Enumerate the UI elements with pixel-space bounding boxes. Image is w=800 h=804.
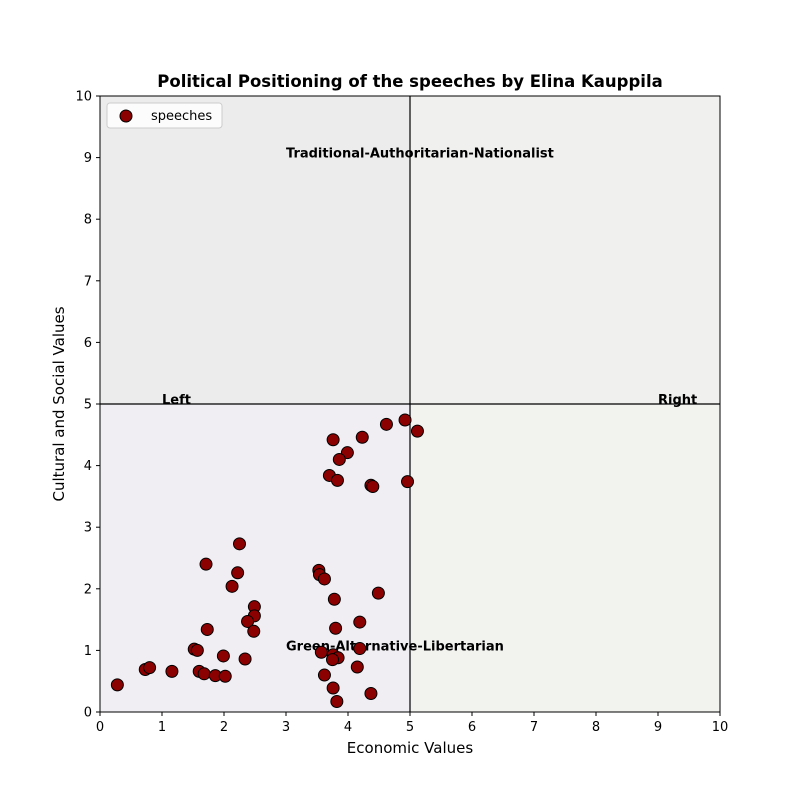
data-point [200,622,214,636]
y-tick-label: 2 [84,582,92,597]
plot-frame [99,95,721,713]
data-point [329,621,343,635]
x-tick-label: 10 [712,720,729,735]
data-point [410,424,424,438]
data-point [326,653,339,667]
data-point [398,413,412,427]
y-tick-label: 8 [84,213,92,228]
x-tick-label: 2 [220,720,228,735]
data-point [364,687,378,701]
data-point [332,452,346,466]
data-point [326,681,340,695]
y-tick-label: 3 [84,521,92,536]
x-tick-label: 6 [468,720,476,735]
x-tick-label: 9 [654,720,662,735]
data-point [241,614,255,628]
y-tick-label: 10 [75,90,92,105]
quadrant-annotations: Traditional-Authoritarian-Nationalist Lef… [162,147,697,655]
data-point [238,652,252,666]
y-tick-label: 5 [84,398,92,413]
data-point [165,664,179,678]
quadrant-bottom-right [410,404,720,712]
data-point [327,592,341,606]
y-axis-label: Cultural and Social Values [50,306,68,501]
y-tick-label: 9 [84,151,92,166]
data-point [326,433,340,447]
data-point [353,615,367,629]
legend: speeches [106,102,223,129]
x-axis-label: Economic Values [347,739,474,757]
data-point [350,660,364,674]
data-point [110,678,124,692]
data-point [225,579,239,593]
data-point [199,557,213,571]
y-tick-label: 0 [84,706,92,721]
y-tick-label: 1 [84,644,92,659]
annotation-label: Traditional-Authoritarian-Nationalist [286,147,554,162]
data-point [190,643,204,657]
data-point [371,586,385,600]
annotation-label: Green-Alternative-Libertarian [286,639,504,654]
quadrant-top-left [100,96,410,404]
quadrant-divider-lines [100,96,720,712]
data-points [110,413,424,709]
annotation-label: Right [658,393,697,408]
x-tick-label: 5 [406,720,414,735]
y-tick-label: 6 [84,336,92,351]
data-point [143,661,157,675]
data-point [247,624,261,638]
data-point [233,537,246,551]
data-point [401,475,415,489]
y-tick-label: 7 [84,274,92,289]
data-point [317,668,331,682]
x-tick-label: 3 [282,720,290,735]
data-point [379,417,393,431]
quadrant-top-right [410,96,720,404]
data-point [197,667,211,681]
data-point [314,645,328,659]
legend-box [106,102,223,129]
x-tick-label: 8 [592,720,600,735]
data-point [330,473,344,487]
data-point [330,695,344,709]
data-point [353,642,367,656]
data-point [231,566,245,580]
x-tick-label: 1 [158,720,166,735]
legend-entry-speeches: speeches [151,109,212,124]
legend-marker [119,109,133,123]
data-point [216,649,230,663]
x-tick-label: 0 [96,720,104,735]
axis-ticks: 0 1 2 3 4 5 6 7 8 9 10 0 1 2 3 4 5 6 7 8 9 10 [75,90,728,736]
chart-title: Political Positioning of the speeches by… [157,72,662,91]
quadrant-backgrounds [100,96,720,712]
data-point [355,430,369,444]
data-point [317,572,331,586]
y-tick-label: 4 [84,459,92,474]
annotation-label: Left [162,393,191,408]
data-point [218,669,232,683]
data-point [366,480,380,494]
x-tick-label: 7 [530,720,538,735]
x-tick-label: 4 [344,720,352,735]
